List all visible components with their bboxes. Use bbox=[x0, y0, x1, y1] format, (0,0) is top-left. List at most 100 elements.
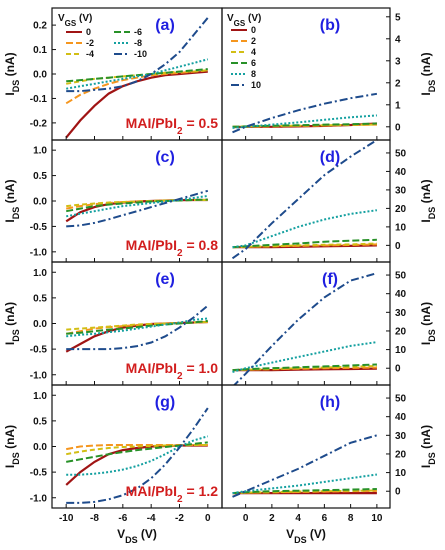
y-tick-label: 4 bbox=[395, 34, 401, 45]
panel-label: (f) bbox=[322, 271, 338, 288]
y-tick-label: -0.1 bbox=[30, 94, 48, 105]
legend-entry-vgs-6: 6 bbox=[251, 58, 256, 68]
x-tick-label: 0 bbox=[205, 513, 211, 524]
y-tick-label: 40 bbox=[395, 167, 407, 178]
y-axis-label-part: DS bbox=[11, 329, 21, 342]
panel-label: (g) bbox=[155, 394, 175, 411]
y-axis-label-part: (nA) bbox=[419, 302, 433, 329]
y-tick-label: 30 bbox=[395, 308, 407, 319]
y-axis-label-part: DS bbox=[427, 80, 437, 93]
y-axis-label-part: (nA) bbox=[3, 302, 17, 329]
legend: VGS (V)0-2-4-6-8-10 bbox=[58, 13, 147, 59]
series-line-vgs-10 bbox=[66, 304, 209, 351]
ratio-annotation-part: = 0.5 bbox=[183, 115, 219, 131]
y-tick-label: 10 bbox=[395, 468, 407, 479]
ratio-annotation-part: 2 bbox=[177, 248, 183, 259]
y-axis-label-part: DS bbox=[427, 207, 437, 220]
y-tick-label: 0.1 bbox=[33, 45, 47, 56]
y-tick-label: -0.5 bbox=[30, 345, 48, 356]
legend-title-part: GS bbox=[65, 19, 77, 28]
y-tick-label: 50 bbox=[395, 394, 407, 405]
legend-title: VGS (V) bbox=[227, 13, 261, 28]
y-tick-label: 3 bbox=[395, 56, 401, 67]
series-line-vgs-6 bbox=[66, 441, 208, 463]
series-line-vgs-0 bbox=[65, 444, 208, 486]
series-line-vgs-8 bbox=[232, 341, 378, 373]
legend-title-part: (V) bbox=[245, 13, 261, 24]
series-line-vgs--8 bbox=[66, 58, 209, 90]
y-axis-label: IDS (nA) bbox=[419, 302, 437, 345]
legend-entry-vgs-2: 2 bbox=[251, 36, 256, 46]
y-axis-label-part: I bbox=[3, 465, 17, 468]
series-group bbox=[232, 92, 378, 134]
y-axis-label: IDS (nA) bbox=[3, 425, 21, 468]
ratio-annotation-part: MAI/PbI bbox=[126, 483, 177, 499]
y-tick-label: -1.0 bbox=[30, 493, 48, 504]
y-tick-label: 0 bbox=[395, 241, 401, 252]
ratio-annotation-part: 2 bbox=[177, 371, 183, 382]
series-line-vgs-10 bbox=[232, 272, 378, 385]
x-axis-label-part: (V) bbox=[138, 527, 157, 541]
x-tick-label: 0 bbox=[243, 513, 249, 524]
series-group bbox=[232, 272, 378, 385]
series-line-vgs-8 bbox=[232, 114, 377, 129]
y-axis-label-part: (nA) bbox=[3, 52, 17, 79]
y-tick-label: 0.0 bbox=[33, 442, 47, 453]
y-tick-label: 2 bbox=[395, 78, 401, 89]
y-axis-label-part: DS bbox=[11, 452, 21, 465]
y-axis-label-part: I bbox=[419, 92, 433, 95]
panel-c: 1.0 0.5 0.0 -0.5 -1.0 IDS (nA) (c) MAI/PbI2 = 0… bbox=[3, 139, 223, 263]
series-line-vgs-8 bbox=[66, 435, 209, 476]
ratio-annotation-part: 2 bbox=[177, 494, 183, 505]
y-tick-label: -1.0 bbox=[30, 370, 48, 381]
legend-entry-vgs-0: 0 bbox=[251, 25, 256, 35]
series-line-vgs-2 bbox=[66, 321, 208, 335]
y-tick-label: 20 bbox=[395, 449, 407, 460]
y-tick-label: 1.0 bbox=[33, 146, 47, 157]
legend-entry-vgs-10: 10 bbox=[251, 80, 261, 90]
y-axis-label-part: I bbox=[3, 342, 17, 345]
x-tick-label: -2 bbox=[175, 513, 184, 524]
series-line-vgs-10 bbox=[232, 434, 378, 498]
y-tick-label: 30 bbox=[395, 431, 407, 442]
panel-label: (d) bbox=[320, 149, 340, 166]
legend-entry-vgs--2: -2 bbox=[86, 38, 94, 48]
y-tick-label: 1.0 bbox=[33, 268, 47, 279]
series-line-vgs-4 bbox=[232, 242, 377, 249]
y-tick-label: -0.2 bbox=[30, 118, 48, 129]
x-tick-label: 4 bbox=[295, 513, 301, 524]
y-tick-label: 0.0 bbox=[33, 70, 47, 81]
x-axis-label: VDS (V) bbox=[117, 527, 157, 545]
y-tick-label: 0.5 bbox=[33, 171, 47, 182]
ratio-annotation: MAI/PbI2 = 0.5 bbox=[126, 115, 219, 137]
x-axis-label-part: (V) bbox=[307, 527, 326, 541]
ratio-annotation-part: = 0.8 bbox=[183, 237, 219, 253]
y-axis-label-part: (nA) bbox=[419, 425, 433, 452]
y-axis-label: IDS (nA) bbox=[419, 52, 437, 95]
legend-entry-vgs-4: 4 bbox=[251, 47, 256, 57]
y-tick-label: 50 bbox=[395, 271, 407, 282]
series-line-vgs-6 bbox=[66, 198, 208, 213]
x-tick-label: -6 bbox=[118, 513, 127, 524]
y-axis-label-part: I bbox=[3, 92, 17, 95]
y-axis-label: IDS (nA) bbox=[419, 179, 437, 222]
y-tick-label: 10 bbox=[395, 222, 407, 233]
series-group bbox=[232, 434, 378, 498]
x-tick-label: 2 bbox=[269, 513, 275, 524]
y-tick-label: 20 bbox=[395, 204, 407, 215]
panel-a: 0.2 0.1 0.0 -0.1 -0.2 IDS (nA) (a) MAI/PbI2 = 0… bbox=[3, 7, 223, 141]
x-tick-label: 6 bbox=[322, 513, 328, 524]
y-tick-label: 0 bbox=[395, 487, 401, 498]
series-line-vgs-6 bbox=[66, 319, 208, 335]
panel-label: (c) bbox=[155, 149, 175, 166]
y-tick-label: -0.5 bbox=[30, 222, 48, 233]
y-tick-label: 0 bbox=[395, 364, 401, 375]
series-line-vgs-10 bbox=[66, 407, 209, 504]
x-tick-label: -4 bbox=[147, 513, 156, 524]
legend-title-part: GS bbox=[234, 19, 246, 28]
x-axis-label-part: V bbox=[286, 527, 294, 541]
legend-title: VGS (V) bbox=[58, 13, 92, 28]
y-tick-label: 0.0 bbox=[33, 197, 47, 208]
